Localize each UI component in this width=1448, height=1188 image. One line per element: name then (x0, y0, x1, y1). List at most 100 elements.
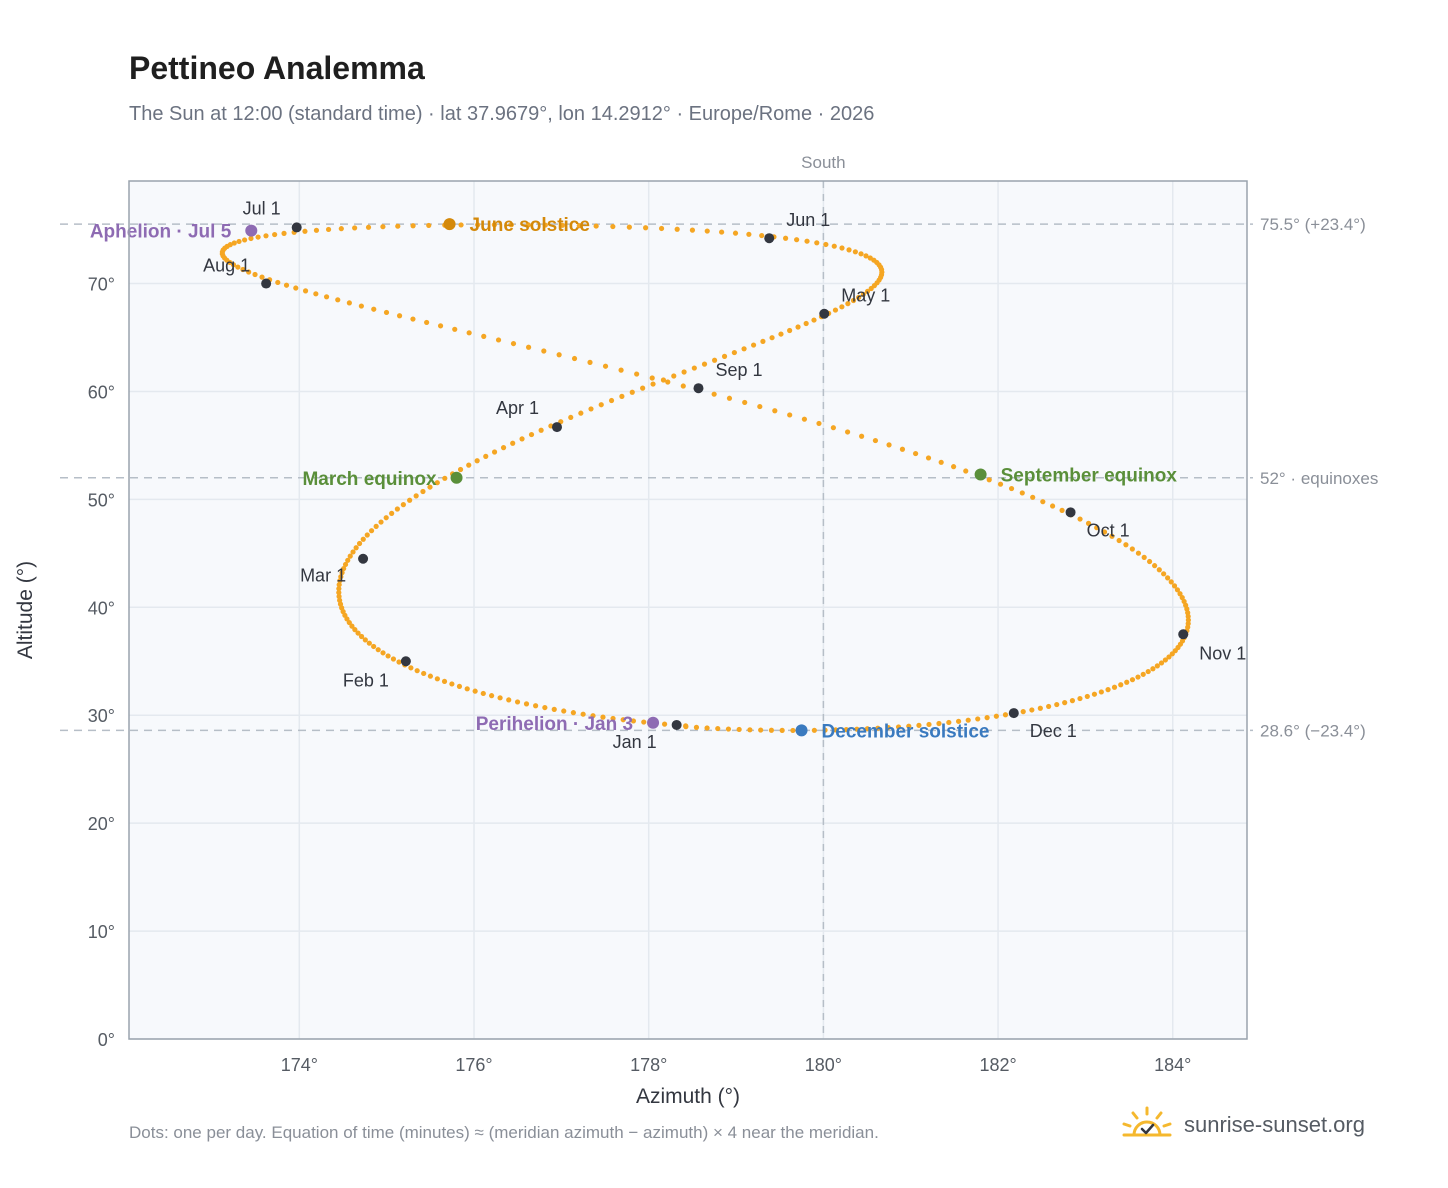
chart-title: Pettineo Analemma (129, 50, 425, 86)
y-tick-label: 10° (88, 922, 115, 942)
month-marker-label: Jun 1 (786, 210, 830, 230)
daily-point (721, 353, 728, 359)
daily-point (346, 300, 352, 306)
daily-point (643, 225, 649, 231)
daily-point (850, 297, 857, 304)
daily-point (885, 724, 891, 731)
month-marker-dot (400, 656, 411, 667)
daily-point (1054, 701, 1060, 708)
daily-point (538, 427, 544, 433)
daily-point (1046, 703, 1052, 710)
daily-point (661, 721, 668, 727)
daily-point (302, 228, 308, 234)
month-marker-dot (358, 553, 369, 564)
daily-point (510, 440, 516, 446)
daily-point (341, 565, 347, 572)
daily-point (491, 449, 498, 455)
daily-point (313, 227, 320, 233)
daily-point (1129, 546, 1135, 552)
daily-point (1020, 709, 1026, 715)
daily-point (474, 458, 480, 464)
daily-point (899, 446, 906, 452)
month-marker-label: Feb 1 (343, 670, 389, 690)
daily-point (1179, 595, 1185, 601)
daily-point (407, 497, 413, 503)
daily-point (380, 224, 386, 230)
daily-point (396, 313, 403, 319)
daily-point (368, 528, 375, 534)
daily-point (1037, 705, 1043, 711)
daily-point (352, 627, 358, 633)
plot-area (129, 181, 1247, 1039)
daily-point (259, 274, 265, 280)
daily-point (466, 330, 472, 336)
daily-point (400, 502, 406, 508)
x-tick-label: 182° (979, 1055, 1016, 1075)
daily-point (1050, 503, 1056, 509)
daily-point (1008, 485, 1015, 492)
daily-point (831, 243, 837, 249)
daily-point (640, 385, 646, 391)
daily-point (598, 402, 604, 408)
daily-point (895, 724, 902, 730)
daily-point (984, 715, 990, 721)
month-marker-label: Nov 1 (1199, 643, 1246, 663)
daily-point (634, 371, 640, 377)
daily-point (660, 377, 667, 383)
daily-point (358, 633, 365, 640)
daily-point (736, 726, 742, 733)
daily-point (395, 223, 401, 229)
daily-point (630, 718, 637, 724)
daily-point (886, 442, 892, 448)
daily-point (272, 231, 278, 238)
daily-point (704, 725, 710, 731)
daily-point (434, 480, 440, 486)
y-axis-ticks: 0° 10° 20° 30° 40° 50° 60° 70° (88, 275, 115, 1050)
daily-point (681, 369, 687, 375)
daily-point (491, 222, 497, 228)
daily-point (650, 381, 656, 387)
reference-lines: South 75.5° (+23.4°) 52° · equinoxes 28.6° … (60, 153, 1378, 1039)
daily-point (590, 713, 596, 719)
daily-point (839, 304, 845, 310)
daily-point (528, 431, 535, 438)
chart-subtitle: The Sun at 12:00 (standard time) · lat 3… (129, 103, 875, 125)
daily-point (746, 231, 752, 237)
daily-point (803, 320, 809, 327)
daily-point (726, 395, 733, 401)
y-tick-label: 70° (88, 275, 115, 295)
daily-point (1135, 674, 1141, 680)
plot-frame (128, 180, 1248, 1040)
daily-point (523, 701, 530, 707)
daily-point (750, 342, 757, 348)
daily-point (665, 379, 671, 385)
brand[interactable]: sunrise-sunset.org (1120, 1100, 1365, 1150)
meridian-label: South (801, 153, 845, 172)
daily-point (963, 468, 969, 474)
daily-point (839, 245, 845, 251)
y-tick-label: 60° (88, 382, 115, 402)
month-marker-dot (1178, 629, 1189, 640)
daily-point (674, 226, 680, 232)
daily-point (1166, 654, 1172, 660)
month-marker-dot (764, 233, 775, 244)
daily-point (742, 399, 748, 406)
month-marker-label: Jan 1 (613, 732, 657, 752)
daily-point (1101, 529, 1108, 535)
daily-point (1141, 554, 1147, 560)
daily-point (336, 589, 342, 596)
daily-point (757, 403, 763, 410)
daily-point (1062, 700, 1068, 706)
daily-point (342, 561, 349, 568)
daily-point (732, 230, 739, 236)
y-tick-label: 30° (88, 706, 115, 726)
daily-point (580, 711, 586, 717)
daily-point (410, 223, 416, 229)
daily-point (394, 506, 400, 512)
brand-name: sunrise-sunset.org (1184, 1112, 1365, 1137)
daily-point (302, 288, 309, 294)
daily-point (1146, 558, 1153, 565)
daily-point (1111, 684, 1118, 690)
daily-point (323, 294, 330, 300)
daily-point (1129, 677, 1136, 683)
